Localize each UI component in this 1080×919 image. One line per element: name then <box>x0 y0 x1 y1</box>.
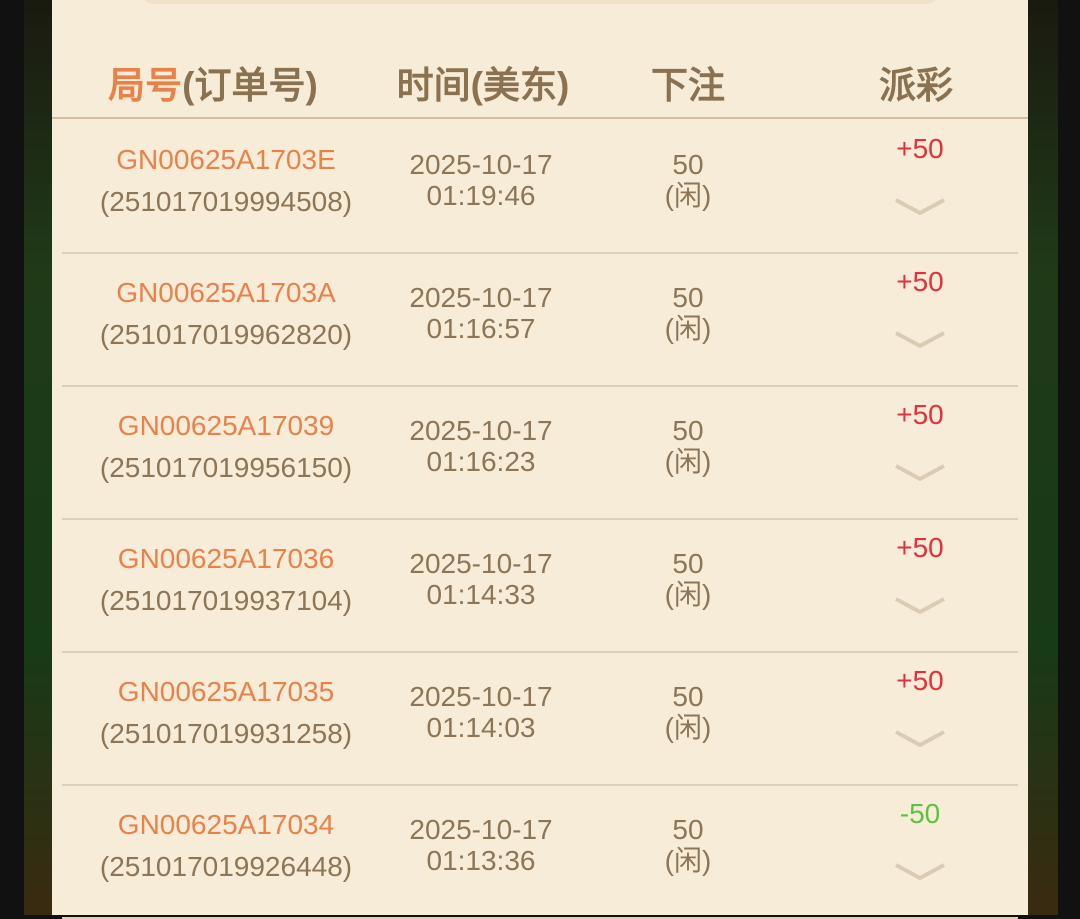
date: 2025-10-17 <box>409 282 553 313</box>
date: 2025-10-17 <box>409 681 553 712</box>
time: 01:16:57 <box>426 313 536 344</box>
time: 01:14:33 <box>426 579 536 610</box>
date: 2025-10-17 <box>409 814 553 845</box>
payout: +50 <box>896 133 944 164</box>
chevron-down-icon[interactable] <box>894 596 946 616</box>
round-id-cell: GN00625A1703E (251017019994508) <box>100 143 352 219</box>
header-round-label: 局号 <box>108 65 183 106</box>
table-header: 局号(订单号) 时间(美东) 下注 派彩 <box>52 45 1028 119</box>
time-cell: 2025-10-17 01:19:46 <box>409 149 552 211</box>
bet-amount: 50 <box>672 415 704 446</box>
bet-history-panel: 局号(订单号) 时间(美东) 下注 派彩 GN00625A1703E (2510… <box>52 0 1028 919</box>
time-cell: 2025-10-17 01:14:03 <box>409 681 552 743</box>
bet-amount: 50 <box>672 814 704 845</box>
order-id: (251017019962820) <box>99 319 353 350</box>
bet-side: (闲) <box>664 845 712 876</box>
background-game-right <box>1026 0 1058 915</box>
bet-side: (闲) <box>664 446 712 477</box>
order-id: (251017019931258) <box>99 718 353 749</box>
bet-side: (闲) <box>664 712 712 743</box>
header-order-label: (订单号) <box>182 65 318 106</box>
payout: +50 <box>896 665 944 696</box>
bet-cell: 50 (闲) <box>665 681 712 743</box>
payout: +50 <box>896 266 944 297</box>
history-row[interactable]: GN00625A17039 (251017019956150) 2025-10-… <box>62 385 1018 520</box>
round-id: GN00625A17039 <box>117 410 335 441</box>
bet-side: (闲) <box>664 313 712 344</box>
chevron-down-icon[interactable] <box>894 862 946 882</box>
background-game-left <box>24 0 54 915</box>
time: 01:13:36 <box>426 845 536 876</box>
header-bet: 下注 <box>651 65 725 106</box>
round-id: GN00625A17034 <box>117 809 335 840</box>
header-time: 时间(美东) <box>396 65 570 106</box>
time-cell: 2025-10-17 01:16:57 <box>409 282 552 344</box>
date: 2025-10-17 <box>409 415 553 446</box>
order-id: (251017019956150) <box>99 452 353 483</box>
bet-cell: 50 (闲) <box>665 814 712 876</box>
order-id: (251017019926448) <box>99 851 353 882</box>
round-id-cell: GN00625A17039 (251017019956150) <box>100 409 352 485</box>
time-cell: 2025-10-17 01:13:36 <box>409 814 552 876</box>
bet-cell: 50 (闲) <box>665 415 712 477</box>
bet-amount: 50 <box>672 548 704 579</box>
date: 2025-10-17 <box>409 149 553 180</box>
round-id: GN00625A1703A <box>116 277 336 308</box>
chevron-down-icon[interactable] <box>894 729 946 749</box>
order-id: (251017019994508) <box>99 186 353 217</box>
bet-cell: 50 (闲) <box>665 548 712 610</box>
history-row[interactable]: GN00625A17036 (251017019937104) 2025-10-… <box>62 518 1018 653</box>
header-payout: 派彩 <box>879 65 953 106</box>
payout: +50 <box>896 399 944 430</box>
history-row[interactable]: GN00625A1703E (251017019994508) 2025-10-… <box>62 119 1018 254</box>
round-id-cell: GN00625A1703A (251017019962820) <box>100 276 352 352</box>
payout: -50 <box>899 798 941 829</box>
bet-side: (闲) <box>664 180 712 211</box>
bet-cell: 50 (闲) <box>665 149 712 211</box>
date: 2025-10-17 <box>409 548 553 579</box>
bet-side: (闲) <box>664 579 712 610</box>
bet-amount: 50 <box>672 149 704 180</box>
bet-cell: 50 (闲) <box>665 282 712 344</box>
payout: +50 <box>896 532 944 563</box>
time: 01:19:46 <box>426 180 536 211</box>
chevron-down-icon[interactable] <box>894 463 946 483</box>
time: 01:16:23 <box>426 446 536 477</box>
round-id: GN00625A1703E <box>116 144 336 175</box>
round-id: GN00625A17035 <box>117 676 335 707</box>
history-row[interactable]: GN00625A1703A (251017019962820) 2025-10-… <box>62 252 1018 387</box>
time-cell: 2025-10-17 01:16:23 <box>409 415 552 477</box>
round-id-cell: GN00625A17036 (251017019937104) <box>100 542 352 618</box>
history-row[interactable]: GN00625A17034 (251017019926448) 2025-10-… <box>62 784 1018 919</box>
round-id-cell: GN00625A17034 (251017019926448) <box>100 808 352 884</box>
chevron-down-icon[interactable] <box>894 197 946 217</box>
history-row[interactable]: GN00625A17035 (251017019931258) 2025-10-… <box>62 651 1018 786</box>
top-bar <box>140 0 940 4</box>
bet-amount: 50 <box>672 282 704 313</box>
round-id-cell: GN00625A17035 (251017019931258) <box>100 675 352 751</box>
order-id: (251017019937104) <box>99 585 353 616</box>
bet-amount: 50 <box>672 681 704 712</box>
time: 01:14:03 <box>426 712 536 743</box>
chevron-down-icon[interactable] <box>894 330 946 350</box>
time-cell: 2025-10-17 01:14:33 <box>409 548 552 610</box>
round-id: GN00625A17036 <box>117 543 335 574</box>
header-round-order: 局号(订单号) <box>108 55 318 109</box>
